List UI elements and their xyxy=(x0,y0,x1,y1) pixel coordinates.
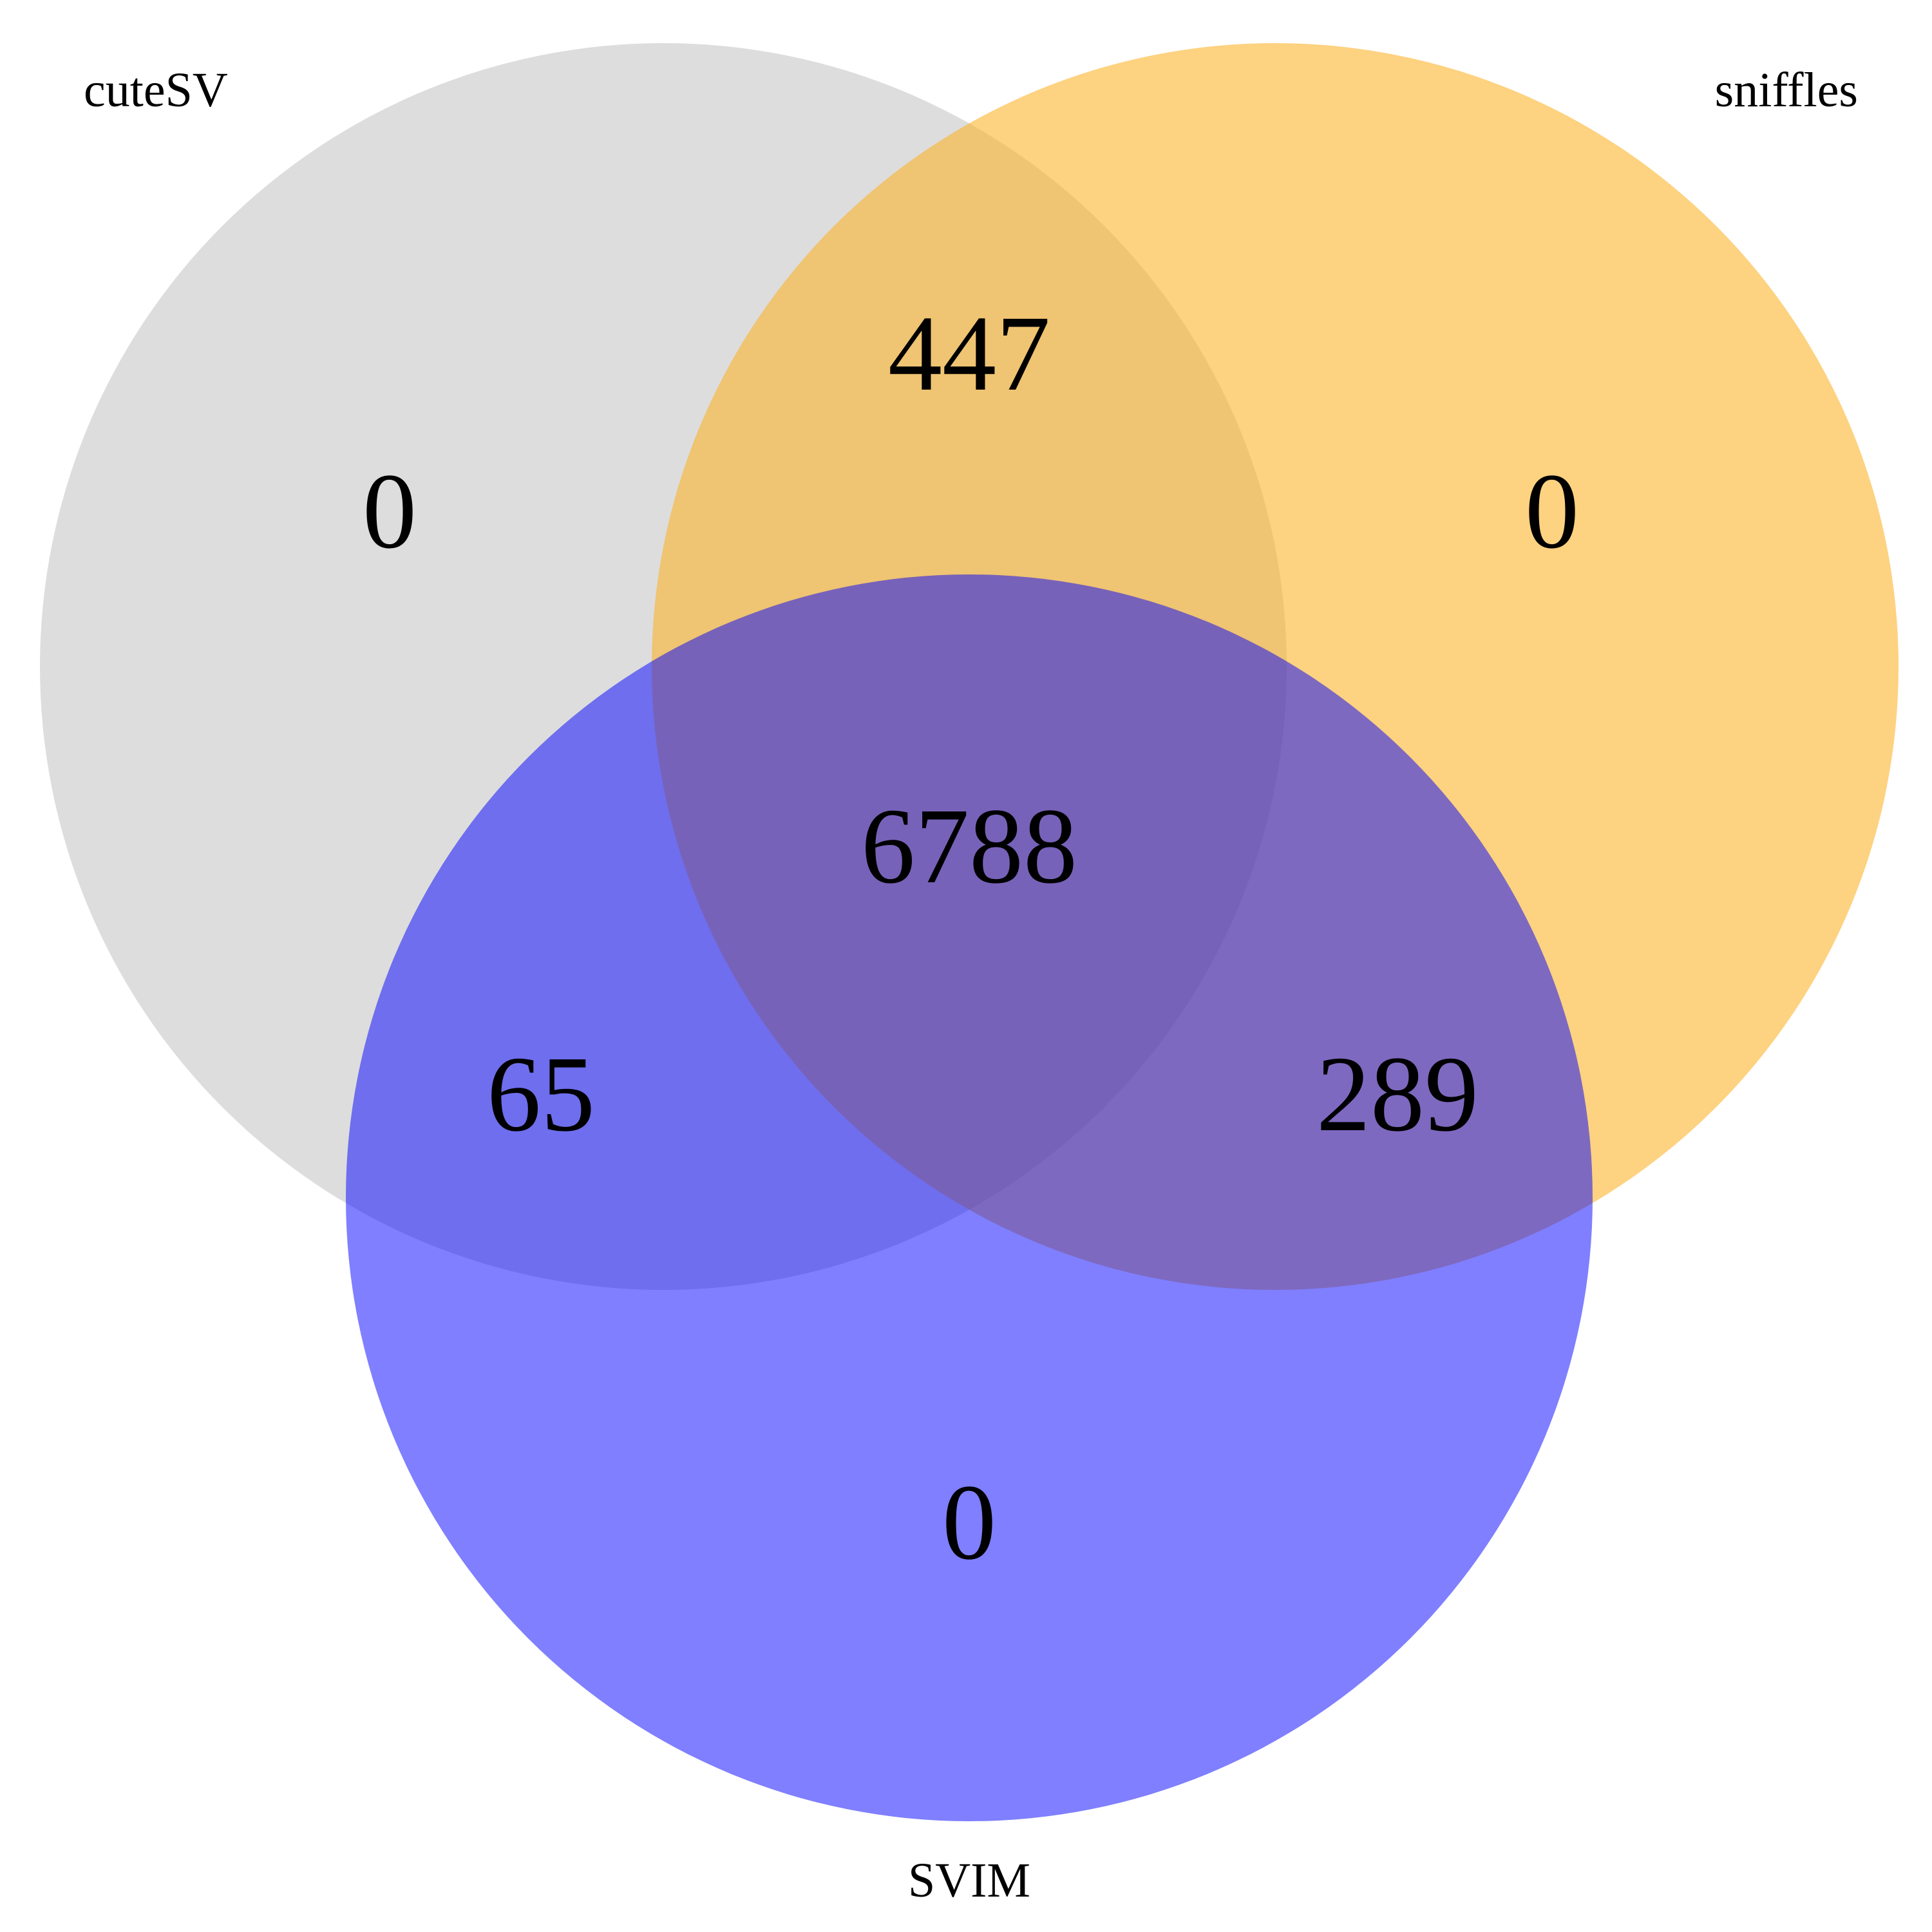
circle-svim xyxy=(346,574,1593,1821)
count-cutesv-sniffles: 447 xyxy=(888,294,1050,413)
count-cutesv-only: 0 xyxy=(363,451,417,571)
count-svim-only: 0 xyxy=(942,1463,996,1582)
count-all-three: 6788 xyxy=(861,786,1077,906)
set-label-cutesv: cuteSV xyxy=(84,63,228,117)
set-label-svim: SVIM xyxy=(908,1853,1030,1908)
count-sniffles-only: 0 xyxy=(1525,451,1579,571)
count-sniffles-svim: 289 xyxy=(1316,1034,1479,1154)
count-cutesv-svim: 65 xyxy=(487,1034,595,1154)
set-label-sniffles: sniffles xyxy=(1715,63,1858,117)
